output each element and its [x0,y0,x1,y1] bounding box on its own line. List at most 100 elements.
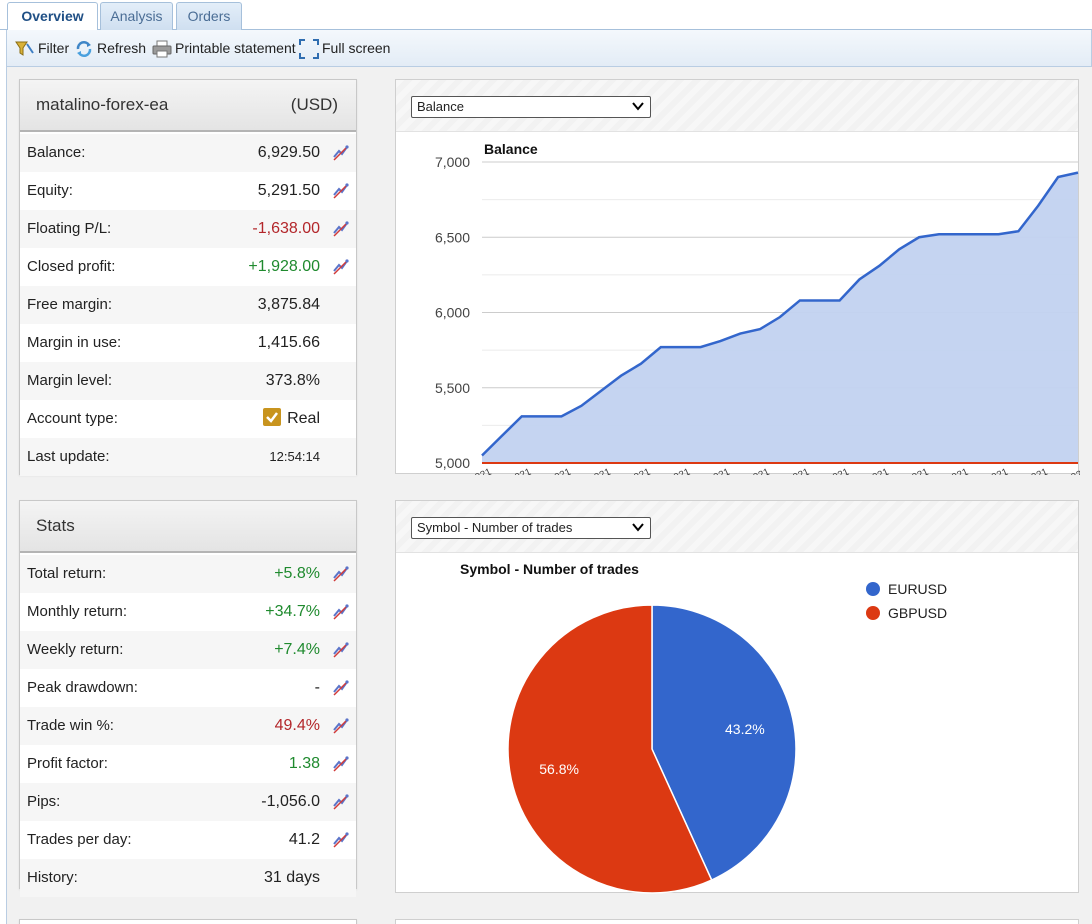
x-tick-label: 5/31/2021 [686,467,732,475]
x-tick-label: 5/23/2021 [528,467,574,475]
chevron-down-icon [632,523,644,532]
filter-label: Filter [38,40,70,56]
trade-win-label: Trade win %: [27,717,114,734]
account-type-text: Real [287,410,320,427]
last-update-label: Last update: [27,448,110,465]
account-name: matalino-forex-ea [36,95,169,114]
margin-level-label: Margin level: [27,372,113,389]
print-button[interactable]: Printable statement [152,30,296,67]
history-value: 31 days [263,869,320,886]
row-floating-p-l: Floating P/L: -1,638.00 [20,210,356,248]
account-header: matalino-forex-ea (USD) [20,80,356,132]
x-tick-label: 6/16/2021 [1004,467,1050,475]
y-tick-label: 6,000 [435,305,470,321]
y-tick-label: 5,500 [435,380,470,396]
next-panel-left [19,919,357,924]
fullscreen-label: Full screen [322,40,391,56]
total-return-chart-icon[interactable] [332,565,350,583]
row-total-return: Total return: +5.8% [20,555,356,593]
filter-icon [15,41,34,56]
balance-chart: 5,0005,5006,0006,5007,000Balance5/19/202… [435,141,1080,475]
legend-label-eurusd: EURUSD [888,581,947,597]
pie-slice-eurusd [651,604,797,882]
row-trade-win: Trade win %: 49.4% [20,707,356,745]
closed-profit-label: Closed profit: [27,258,116,275]
peak-drawdown-chart-icon[interactable] [332,679,350,697]
row-history: History: 31 days [20,859,356,897]
row-margin-in-use: Margin in use: 1,415.66 [20,324,356,362]
pips-value: -1,056.0 [261,793,320,810]
peak-drawdown-label: Peak drawdown: [27,679,138,696]
floating-p-l-chart-icon[interactable] [332,220,350,238]
filter-button[interactable]: Filter [15,30,69,67]
weekly-return-chart-icon[interactable] [332,641,350,659]
balance-line [481,171,1079,457]
pie-value-label: 43.2% [725,721,765,737]
free-margin-label: Free margin: [27,296,113,313]
row-balance: Balance: 6,929.50 [20,134,356,172]
peak-drawdown-value: - [314,679,320,696]
stats-panel: Stats Total return: +5.8% Monthly return: +… [19,500,357,897]
floating-p-l-value: -1,638.00 [252,220,320,237]
history-label: History: [27,869,78,886]
trade-win-chart-icon[interactable] [332,717,350,735]
monthly-return-chart-icon[interactable] [332,603,350,621]
weekly-return-value: +7.4% [274,641,320,658]
equity-label: Equity: [27,182,73,199]
symbol-chart-header: Symbol - Number of trades [396,501,1078,553]
print-label: Printable statement [175,40,296,56]
toolbar: Filter Refresh Printable statement Full … [6,30,1092,67]
y-tick-label: 6,500 [435,229,470,245]
x-tick-label: 6/2/2021 [731,467,771,475]
legend-label-gbpusd: GBPUSD [888,605,947,621]
row-weekly-return: Weekly return: +7.4% [20,631,356,669]
total-return-label: Total return: [27,565,107,582]
refresh-button[interactable]: Refresh [74,30,146,67]
equity-chart-icon[interactable] [332,182,350,200]
x-tick-label: 6/10/2021 [885,467,931,475]
pie-value-label: 56.8% [539,761,579,777]
profit-factor-label: Profit factor: [27,755,108,772]
trade-win-value: 49.4% [274,717,320,734]
pips-chart-icon[interactable] [332,793,350,811]
x-tick-label: 6/12/2021 [925,467,971,475]
y-tick-label: 7,000 [435,154,470,170]
legend-swatch-eurusd [866,582,880,596]
tab-bar: Overview Analysis Orders [0,0,1092,31]
symbol-chart-select[interactable]: Symbol - Number of trades [411,517,651,539]
fullscreen-button[interactable]: Full screen [299,30,390,67]
chevron-down-icon [632,102,644,111]
total-return-value: +5.8% [274,565,320,582]
balance-chart-select[interactable]: Balance [411,96,651,118]
tab-analysis[interactable]: Analysis [100,2,173,30]
row-equity: Equity: 5,291.50 [20,172,356,210]
legend-swatch-gbpusd [866,606,880,620]
tab-orders[interactable]: Orders [176,2,242,30]
last-update-value: 12:54:14 [269,449,320,464]
pips-label: Pips: [27,793,61,810]
x-tick-label: 5/27/2021 [607,467,653,475]
symbol-pie-chart: 43.2% 56.8% Symbol - Number of trades EURUS… [460,561,947,894]
x-tick-label: 6/8/2021 [851,467,891,475]
monthly-return-label: Monthly return: [27,603,128,620]
margin-in-use-value: 1,415.66 [257,334,320,351]
next-panel-right [395,919,1079,924]
free-margin-value: 3,875.84 [257,296,320,313]
x-tick-label: 5/25/2021 [567,467,613,475]
account-type-value: Real [263,400,320,438]
balance-chart-header: Balance [396,80,1078,132]
row-monthly-return: Monthly return: +34.7% [20,593,356,631]
row-closed-profit: Closed profit: +1,928.00 [20,248,356,286]
balance-chart-icon[interactable] [332,144,350,162]
profit-factor-chart-icon[interactable] [332,755,350,773]
row-pips: Pips: -1,056.0 [20,783,356,821]
x-tick-label: 5/29/2021 [647,467,693,475]
tab-overview[interactable]: Overview [7,2,98,31]
balance-chart-panel: Balance 5,000 5,500 6,000 6,500 7,000 Balance… [395,79,1080,475]
monthly-return-value: +34.7% [265,603,320,620]
balance-select-value: Balance [417,99,464,114]
profit-factor-value: 1.38 [288,755,320,772]
row-account-type: Account type: Real [20,400,356,438]
trades-per-day-chart-icon[interactable] [332,831,350,849]
closed-profit-chart-icon[interactable] [332,258,350,276]
